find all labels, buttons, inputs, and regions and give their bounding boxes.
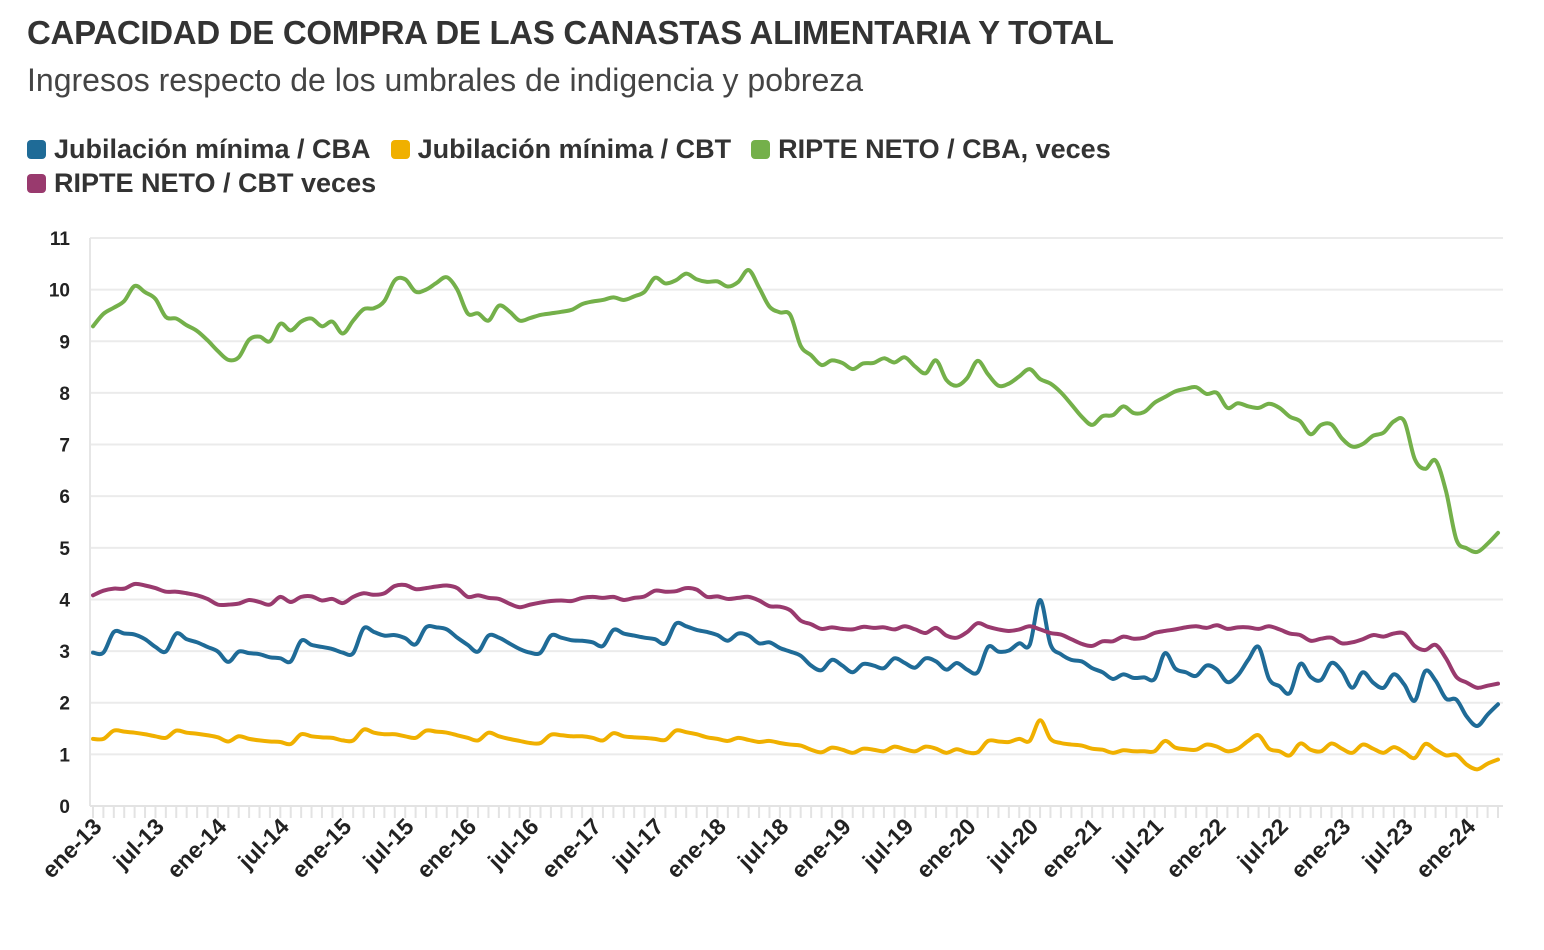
legend-label: Jubilación mínima / CBT bbox=[417, 133, 732, 164]
series-line-ripte-cba bbox=[91, 268, 1500, 555]
x-tick-label: ene-18 bbox=[661, 813, 731, 883]
x-tick-label: ene-21 bbox=[1036, 813, 1106, 883]
series-line-ripte-cbt bbox=[91, 581, 1500, 690]
y-tick-label: 3 bbox=[59, 642, 70, 663]
x-tick-label: ene-16 bbox=[411, 813, 481, 883]
y-tick-label: 10 bbox=[49, 281, 70, 302]
legend: Jubilación mínima / CBA Jubilación mínim… bbox=[27, 134, 1327, 198]
y-tick-label: 9 bbox=[59, 332, 70, 353]
x-tick-label: jul-22 bbox=[1231, 813, 1293, 875]
x-tick-label: jul-20 bbox=[982, 813, 1044, 875]
legend-label: RIPTE NETO / CBT veces bbox=[54, 167, 377, 198]
x-tick-label: ene-20 bbox=[911, 813, 981, 883]
x-tick-label: jul-16 bbox=[482, 813, 544, 875]
series-line-jubilacion-cba bbox=[91, 597, 1500, 728]
legend-swatch bbox=[751, 139, 771, 159]
x-tick-label: jul-23 bbox=[1356, 813, 1418, 875]
x-tick-label: jul-21 bbox=[1107, 813, 1169, 875]
y-tick-label: 0 bbox=[59, 797, 70, 818]
legend-label: RIPTE NETO / CBA, veces bbox=[778, 133, 1111, 164]
x-tick-label: jul-13 bbox=[107, 813, 169, 875]
x-tick-label: ene-15 bbox=[286, 813, 356, 883]
legend-swatch bbox=[27, 139, 46, 159]
x-tick-label: jul-14 bbox=[232, 813, 294, 875]
y-tick-label: 6 bbox=[59, 487, 70, 508]
y-tick-label: 1 bbox=[59, 745, 70, 766]
legend-item-ripte-cba[interactable]: RIPTE NETO / CBA, veces bbox=[751, 134, 1111, 164]
chart-title: CAPACIDAD DE COMPRA DE LAS CANASTAS ALIM… bbox=[27, 14, 1114, 51]
x-tick-label: ene-22 bbox=[1161, 813, 1231, 883]
y-tick-label: 7 bbox=[59, 436, 70, 457]
y-tick-label: 8 bbox=[59, 384, 70, 405]
x-tick-label: ene-17 bbox=[536, 813, 606, 883]
legend-item-jubilacion-cbt[interactable]: Jubilación mínima / CBT bbox=[390, 133, 732, 164]
x-tick-label: jul-19 bbox=[857, 813, 919, 875]
x-tick-label: ene-13 bbox=[37, 813, 107, 883]
legend-swatch bbox=[27, 173, 46, 193]
x-tick-label: ene-14 bbox=[162, 813, 232, 883]
y-tick-label: 5 bbox=[59, 539, 70, 560]
x-tick-label: ene-24 bbox=[1410, 813, 1480, 883]
legend-item-ripte-cbt[interactable]: RIPTE NETO / CBT veces bbox=[27, 168, 376, 198]
x-tick-label: jul-18 bbox=[732, 813, 794, 875]
x-tick-label: ene-19 bbox=[786, 813, 856, 883]
legend-swatch bbox=[390, 139, 410, 159]
series-line-jubilacion-cbt bbox=[91, 718, 1500, 772]
y-tick-label: 4 bbox=[59, 590, 70, 611]
legend-label: Jubilación mínima / CBA bbox=[54, 133, 371, 164]
y-tick-label: 11 bbox=[50, 229, 71, 250]
x-tick-label: jul-17 bbox=[607, 813, 669, 875]
x-tick-label: ene-23 bbox=[1286, 813, 1356, 883]
x-tick-label: jul-15 bbox=[357, 813, 419, 875]
chart-subtitle: Ingresos respecto de los umbrales de ind… bbox=[27, 62, 864, 98]
legend-item-jubilacion-cba[interactable]: Jubilación mínima / CBA bbox=[27, 134, 371, 164]
y-tick-label: 2 bbox=[59, 694, 70, 715]
